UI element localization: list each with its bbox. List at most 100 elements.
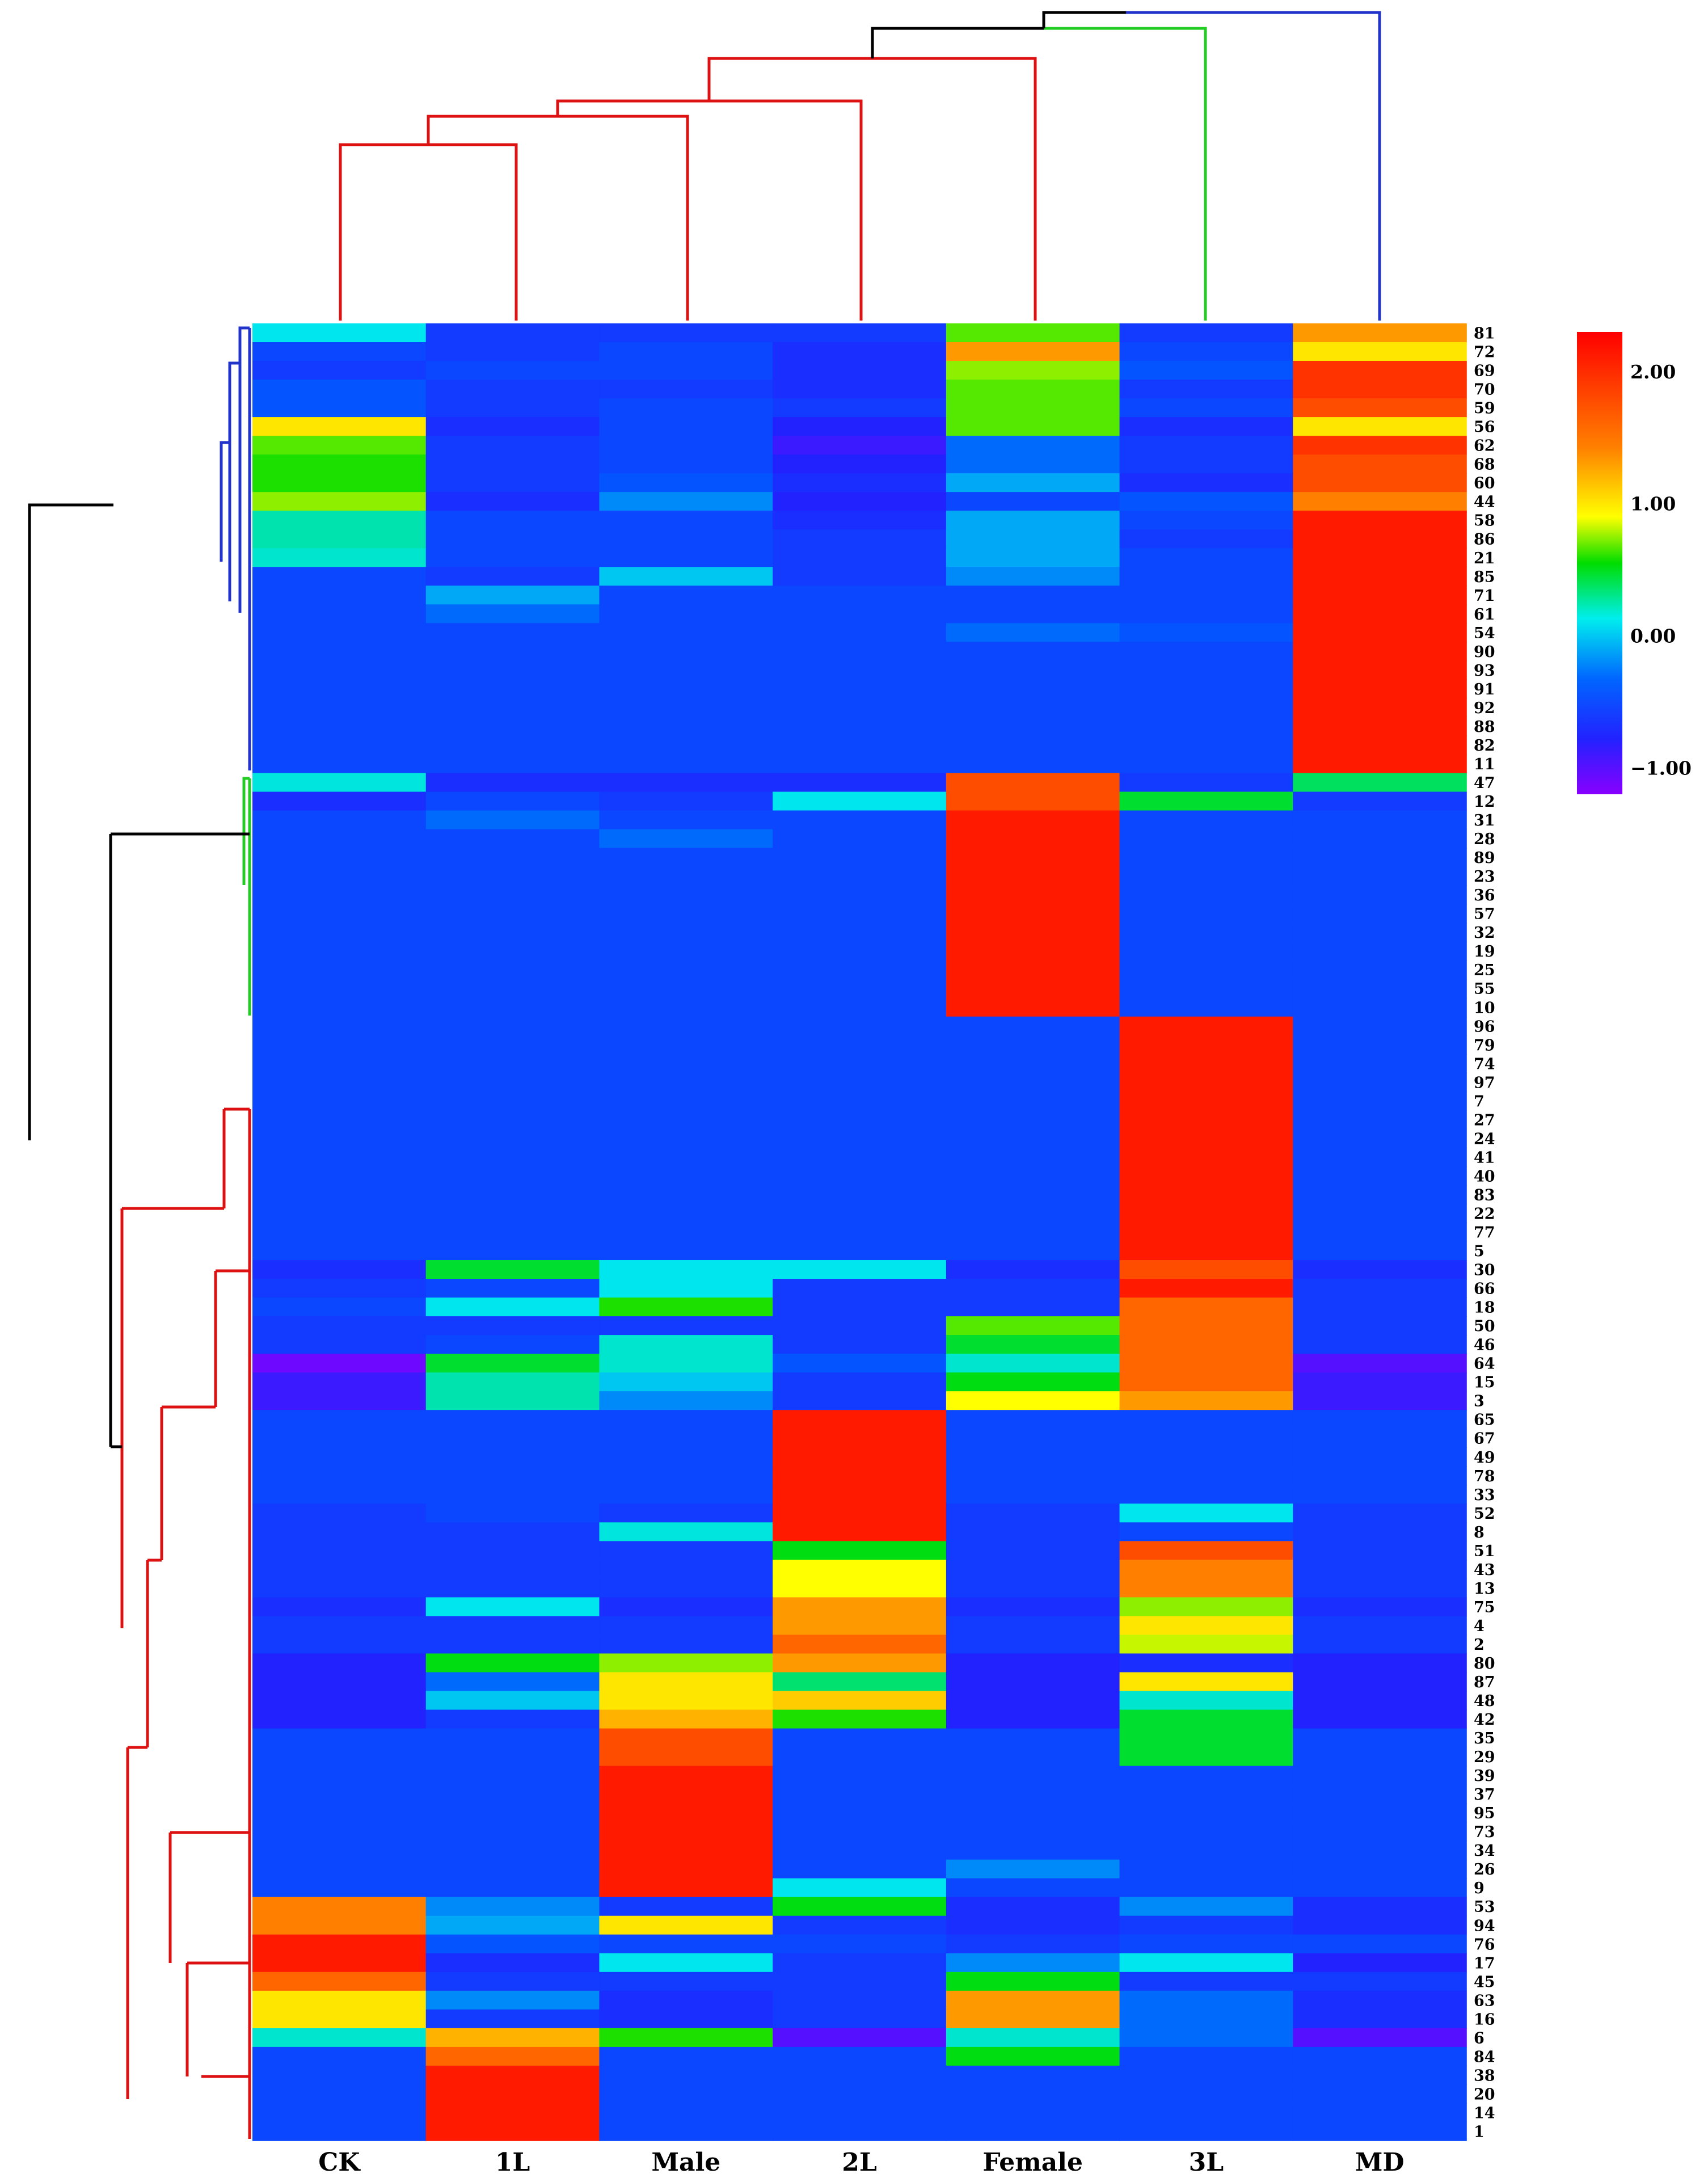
- heatmap-cell-26-MD: [1293, 1859, 1467, 1879]
- row-label-18: 18: [1474, 1299, 1495, 1317]
- heatmap-cell-95-Female: [946, 1803, 1120, 1823]
- heatmap-cell-17-2L: [773, 1953, 947, 1973]
- row-label-15: 15: [1474, 1374, 1495, 1392]
- heatmap-cell-18-3L: [1119, 1298, 1294, 1317]
- heatmap-cell-52-Male: [599, 1503, 773, 1523]
- heatmap-cell-89-CK: [252, 848, 427, 867]
- col-dendro-md: [1126, 11, 1381, 321]
- heatmap-cell-21-MD: [1293, 548, 1467, 568]
- heatmap-cell-94-1L: [425, 1915, 600, 1935]
- heatmap-cell-5-3L: [1119, 1241, 1294, 1261]
- heatmap-cell-54-CK: [252, 623, 427, 643]
- heatmap-cell-22-MD: [1293, 1203, 1467, 1223]
- heatmap-cell-51-MD: [1293, 1541, 1467, 1561]
- heatmap-cell-74-Male: [599, 1054, 773, 1073]
- row-label-39: 39: [1474, 1767, 1495, 1785]
- heatmap-cell-66-Female: [946, 1279, 1120, 1298]
- heatmap-cell-9-CK: [252, 1878, 427, 1898]
- heatmap-cell-47-3L: [1119, 773, 1294, 793]
- heatmap-cell-6-1L: [425, 2028, 600, 2048]
- col-dendro-root-left: [871, 27, 1044, 58]
- heatmap-cell-25-CK: [252, 960, 427, 980]
- row-label-1: 1: [1474, 2123, 1485, 2141]
- heatmap-cell-63-Male: [599, 1990, 773, 2010]
- heatmap-cell-81-Female: [946, 323, 1120, 343]
- heatmap-cell-36-Male: [599, 885, 773, 905]
- heatmap-cell-10-Male: [599, 997, 773, 1017]
- heatmap-cell-84-1L: [425, 2046, 600, 2066]
- heatmap-cell-37-Male: [599, 1784, 773, 1804]
- heatmap-cell-23-3L: [1119, 866, 1294, 886]
- row-label-42: 42: [1474, 1711, 1495, 1729]
- heatmap-cell-33-Female: [946, 1485, 1120, 1505]
- heatmap-cell-96-MD: [1293, 1016, 1467, 1036]
- row-label-85: 85: [1474, 568, 1495, 586]
- heatmap-cell-39-MD: [1293, 1766, 1467, 1785]
- heatmap-cell-2-Male: [599, 1635, 773, 1654]
- heatmap-cell-35-MD: [1293, 1728, 1467, 1748]
- heatmap-cell-56-3L: [1119, 417, 1294, 436]
- heatmap-cell-39-3L: [1119, 1766, 1294, 1785]
- heatmap-cell-97-3L: [1119, 1072, 1294, 1092]
- heatmap-cell-73-CK: [252, 1822, 427, 1842]
- heatmap-cell-55-Female: [946, 979, 1120, 999]
- heatmap-cell-54-Female: [946, 623, 1120, 643]
- heatmap-cell-12-MD: [1293, 791, 1467, 811]
- heatmap-cell-93-CK: [252, 660, 427, 680]
- row-label-19: 19: [1474, 943, 1495, 961]
- heatmap-cell-88-1L: [425, 717, 600, 736]
- heatmap-cell-60-CK: [252, 473, 427, 492]
- heatmap-cell-90-Female: [946, 642, 1120, 662]
- heatmap-cell-84-Female: [946, 2046, 1120, 2066]
- heatmap-cell-87-Male: [599, 1672, 773, 1692]
- colorbar-tick-label: −1.00: [1630, 757, 1692, 779]
- heatmap-cell-31-MD: [1293, 810, 1467, 830]
- heatmap-cell-79-2L: [773, 1035, 947, 1055]
- heatmap-cell-94-CK: [252, 1915, 427, 1935]
- heatmap-cell-19-Female: [946, 941, 1120, 961]
- heatmap-cell-32-CK: [252, 922, 427, 942]
- heatmap-cell-9-2L: [773, 1878, 947, 1898]
- heatmap-cell-61-3L: [1119, 604, 1294, 624]
- heatmap-cell-92-MD: [1293, 698, 1467, 718]
- heatmap-cell-72-2L: [773, 342, 947, 361]
- heatmap-cell-6-2L: [773, 2028, 947, 2048]
- heatmap-cell-27-Male: [599, 1110, 773, 1130]
- row-label-68: 68: [1474, 456, 1495, 474]
- heatmap-cell-50-Male: [599, 1316, 773, 1336]
- heatmap-cell-59-CK: [252, 398, 427, 418]
- heatmap-cell-4-2L: [773, 1616, 947, 1636]
- heatmap-cell-88-Female: [946, 717, 1120, 736]
- heatmap-cell-85-MD: [1293, 567, 1467, 587]
- heatmap-cell-66-Male: [599, 1279, 773, 1298]
- row-label-31: 31: [1474, 812, 1495, 829]
- heatmap-cell-54-3L: [1119, 623, 1294, 643]
- heatmap-cell-38-CK: [252, 2065, 427, 2085]
- heatmap-cell-83-MD: [1293, 1185, 1467, 1204]
- heatmap-cell-24-3L: [1119, 1128, 1294, 1148]
- heatmap-cell-84-2L: [773, 2046, 947, 2066]
- heatmap-cell-91-3L: [1119, 679, 1294, 699]
- heatmap-cell-32-2L: [773, 922, 947, 942]
- heatmap-cell-34-CK: [252, 1840, 427, 1860]
- heatmap-cell-21-2L: [773, 548, 947, 568]
- heatmap-cell-65-Female: [946, 1410, 1120, 1430]
- heatmap-cell-42-Female: [946, 1709, 1120, 1729]
- heatmap-cell-58-MD: [1293, 511, 1467, 530]
- heatmap-cell-75-1L: [425, 1597, 600, 1617]
- heatmap-cell-88-2L: [773, 717, 947, 736]
- heatmap-cell-93-3L: [1119, 660, 1294, 680]
- heatmap-cell-83-2L: [773, 1185, 947, 1204]
- heatmap-cell-41-CK: [252, 1147, 427, 1167]
- heatmap-cell-33-Male: [599, 1485, 773, 1505]
- heatmap-cell-14-MD: [1293, 2103, 1467, 2122]
- heatmap-cell-84-3L: [1119, 2046, 1294, 2066]
- heatmap-cell-56-1L: [425, 417, 600, 436]
- heatmap-cell-64-3L: [1119, 1354, 1294, 1373]
- heatmap-cell-78-2L: [773, 1466, 947, 1486]
- heatmap-cell-69-CK: [252, 361, 427, 380]
- heatmap-cell-96-Male: [599, 1016, 773, 1036]
- heatmap-cell-10-3L: [1119, 997, 1294, 1017]
- heatmap-cell-17-3L: [1119, 1953, 1294, 1973]
- heatmap-cell-67-2L: [773, 1429, 947, 1448]
